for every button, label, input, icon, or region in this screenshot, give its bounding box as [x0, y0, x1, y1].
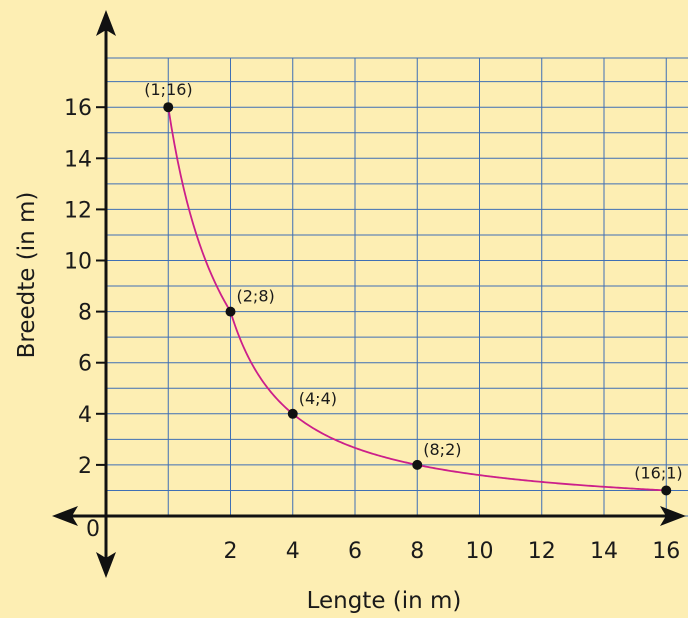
grid	[105, 57, 688, 517]
axes	[52, 10, 686, 578]
data-label: (2;8)	[237, 287, 275, 306]
x-tick-label: 2	[224, 539, 238, 564]
origin-label: 0	[86, 517, 100, 542]
y-tick-label: 10	[64, 250, 92, 275]
data-point	[225, 306, 236, 317]
x-tick-label: 4	[286, 539, 300, 564]
data-label: (4;4)	[299, 389, 337, 408]
tick-labels: 2 4 6 8 10 12 14 16 2 4 6 8 10 12 14 16	[64, 96, 680, 564]
data-label: (8;2)	[423, 440, 461, 459]
data-point	[412, 459, 423, 470]
y-tick-label: 2	[78, 454, 92, 479]
data-points: (1;16) (2;8) (4;4) (8;2) (16;1)	[144, 80, 683, 496]
y-tick-label: 12	[64, 198, 92, 223]
y-tick-label: 8	[78, 301, 92, 326]
data-point	[661, 485, 672, 496]
x-axis-arrow-left	[52, 506, 78, 526]
x-tick-label: 8	[410, 539, 424, 564]
y-tick-label: 14	[64, 147, 92, 172]
curve-layer	[167, 107, 667, 492]
x-tick-label: 16	[652, 539, 680, 564]
data-label: (16;1)	[634, 463, 682, 482]
y-tick-label: 16	[64, 96, 92, 121]
x-tick-label: 12	[528, 539, 556, 564]
data-point	[287, 408, 298, 419]
y-tick-label: 4	[78, 403, 92, 428]
x-axis-arrow-right	[660, 506, 686, 526]
x-tick-label: 6	[348, 539, 362, 564]
x-axis-title: Lengte (in m)	[307, 588, 462, 614]
data-label: (1;16)	[144, 80, 192, 99]
y-axis-title: Breedte (in m)	[14, 192, 40, 359]
y-axis-arrow-up	[96, 10, 116, 36]
data-point	[163, 102, 174, 113]
y-axis-arrow-down	[96, 552, 116, 578]
x-tick-label: 14	[590, 539, 618, 564]
series-line	[167, 107, 667, 492]
x-tick-label: 10	[466, 539, 494, 564]
y-tick-label: 6	[78, 352, 92, 377]
